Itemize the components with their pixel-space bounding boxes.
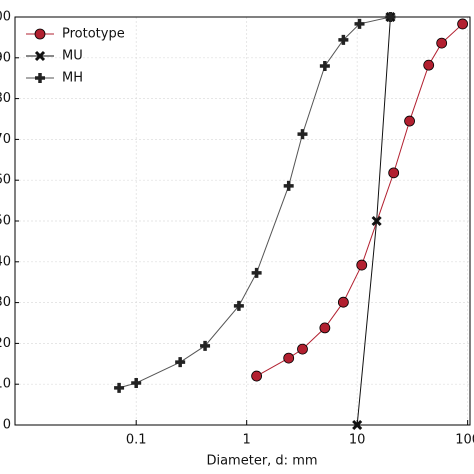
marker-shape	[35, 73, 45, 83]
marker-shape	[200, 340, 211, 351]
x-axis-label: Diameter, d: mm	[206, 454, 317, 469]
marker	[35, 73, 45, 83]
x-tick-label: 10	[349, 433, 366, 448]
marker-shape	[371, 215, 382, 227]
marker-shape	[34, 28, 46, 40]
marker	[354, 18, 365, 29]
marker-shape	[404, 115, 415, 127]
marker	[404, 115, 415, 127]
marker	[34, 28, 46, 40]
marker	[423, 59, 435, 71]
marker-shape	[175, 357, 186, 368]
y-tick-label: 40	[0, 254, 11, 269]
marker	[283, 180, 294, 191]
marker	[319, 60, 330, 71]
marker	[371, 215, 382, 227]
plot-frame	[14, 16, 471, 426]
marker	[356, 259, 368, 271]
marker-shape	[233, 300, 244, 311]
marker-shape	[297, 129, 308, 140]
marker-shape	[354, 18, 365, 29]
y-tick-label: 0	[3, 418, 11, 433]
marker	[388, 167, 400, 179]
marker	[352, 419, 363, 431]
marker-shape	[319, 60, 330, 71]
marker	[200, 340, 211, 351]
marker-shape	[319, 322, 331, 334]
y-tick-label: 60	[0, 173, 11, 188]
series-line	[118, 16, 391, 389]
marker	[114, 382, 125, 393]
marker	[338, 34, 349, 45]
x-tick-label: 100	[455, 433, 474, 448]
marker	[436, 37, 448, 49]
marker-shape	[251, 267, 262, 278]
marker	[251, 267, 262, 278]
marker	[175, 357, 186, 368]
marker-shape	[423, 59, 435, 71]
marker	[337, 296, 349, 308]
legend-label: MH	[62, 71, 83, 86]
marker	[297, 129, 308, 140]
marker	[251, 370, 263, 382]
marker-shape	[251, 370, 263, 382]
y-tick-label: 30	[0, 295, 11, 310]
y-tick-label: 90	[0, 50, 11, 65]
series-line	[256, 23, 463, 377]
y-tick-label: 70	[0, 132, 11, 147]
legend-label: Prototype	[62, 27, 125, 42]
marker-shape	[283, 180, 294, 191]
marker-shape	[283, 352, 295, 364]
y-tick-label: 100	[0, 10, 11, 25]
series-line	[356, 16, 391, 426]
marker-shape	[356, 259, 368, 271]
marker-shape	[337, 296, 349, 308]
y-tick-label: 10	[0, 377, 11, 392]
marker	[283, 352, 295, 364]
marker-shape	[385, 12, 396, 22]
marker-shape	[114, 382, 125, 393]
marker	[233, 300, 244, 311]
marker	[131, 377, 142, 388]
marker	[297, 343, 308, 355]
marker-shape	[388, 167, 400, 179]
marker	[457, 18, 469, 30]
marker	[34, 50, 46, 62]
y-tick-label: 80	[0, 91, 11, 106]
marker-shape	[436, 37, 448, 49]
x-tick-label: 1	[243, 433, 251, 448]
marker-shape	[457, 18, 469, 30]
marker	[385, 12, 396, 22]
x-tick-label: 0.1	[126, 433, 147, 448]
marker	[319, 322, 331, 334]
marker-shape	[352, 419, 363, 431]
marker-shape	[131, 377, 142, 388]
marker-shape	[297, 343, 308, 355]
legend-label: MU	[62, 49, 83, 64]
y-tick-label: 20	[0, 336, 11, 351]
y-tick-label: 50	[0, 214, 11, 229]
marker-shape	[338, 34, 349, 45]
marker-shape	[34, 50, 46, 62]
